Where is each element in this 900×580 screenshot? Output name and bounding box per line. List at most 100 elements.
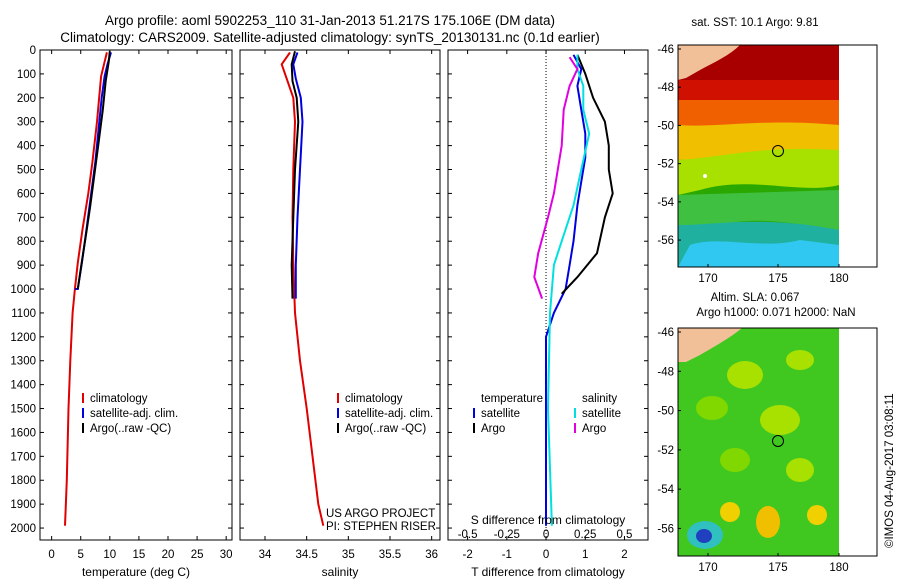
map-y-tick-label: -48 bbox=[657, 82, 674, 94]
x-tick-label: 2 bbox=[621, 549, 627, 561]
map-y-tick-label: -50 bbox=[657, 406, 674, 418]
y-tick-label: 1200 bbox=[10, 332, 36, 344]
x-tick-label-top: 0 bbox=[543, 529, 549, 541]
x-tick-label-top: -0.5 bbox=[458, 529, 478, 541]
temperature-panel bbox=[39, 49, 233, 541]
map-x-tick-label: 175 bbox=[768, 273, 787, 285]
legend-satellite: satellite-adj. clim. bbox=[345, 408, 433, 420]
y-tick-label: 0 bbox=[30, 45, 36, 57]
y-tick-label: 500 bbox=[17, 165, 36, 177]
x-tick-label: -1 bbox=[502, 549, 512, 561]
temperature-legend: climatology satellite-adj. clim. Argo(..… bbox=[82, 393, 178, 435]
map-y-tick-label: -52 bbox=[657, 445, 674, 457]
x-tick-label: 30 bbox=[220, 549, 233, 561]
legend-temperature: temperature bbox=[481, 393, 543, 405]
map-x-tick-label: 170 bbox=[698, 562, 717, 574]
credit-project: US ARGO PROJECT bbox=[326, 508, 435, 520]
map-y-tick-label: -56 bbox=[657, 523, 674, 535]
map-x-tick-label: 180 bbox=[829, 273, 848, 285]
y-tick-label: 1600 bbox=[10, 427, 36, 439]
x-tick-label-top: 0.5 bbox=[616, 529, 632, 541]
y-tick-label: 1900 bbox=[10, 499, 36, 511]
y-tick-label: 600 bbox=[17, 188, 36, 200]
salinity-xlabel: salinity bbox=[322, 565, 359, 579]
map-y-tick-label: -48 bbox=[657, 366, 674, 378]
x-tick-label: 15 bbox=[133, 549, 146, 561]
x-tick-label: 1 bbox=[582, 549, 588, 561]
series-argo bbox=[76, 51, 111, 290]
y-tick-label: 1300 bbox=[10, 356, 36, 368]
map-x-tick-label: 175 bbox=[768, 562, 787, 574]
y-tick-label: 2000 bbox=[10, 523, 36, 535]
difference-xlabel-top: S difference from climatology bbox=[471, 513, 626, 527]
difference-legend: temperature satellite Argo salinity sate… bbox=[473, 393, 621, 435]
map-y-tick-label: -50 bbox=[657, 120, 674, 132]
series-argo bbox=[290, 50, 300, 299]
salinity-legend: climatology satellite-adj. clim. Argo(..… bbox=[337, 393, 433, 435]
sla-map-title2: Argo h1000: 0.071 h2000: NaN bbox=[696, 307, 855, 319]
sla-map: Altim. SLA: 0.067 Argo h1000: 0.071 h200… bbox=[657, 292, 878, 574]
x-tick-label: 10 bbox=[103, 549, 116, 561]
x-tick-label: 35.5 bbox=[379, 549, 401, 561]
y-tick-label: 800 bbox=[17, 236, 36, 248]
chart-title-line2: Climatology: CARS2009. Satellite-adjuste… bbox=[60, 30, 600, 45]
sla-map-title1: Altim. SLA: 0.067 bbox=[711, 292, 800, 304]
legend-argo: Argo(..raw -QC) bbox=[345, 423, 426, 435]
legend-climatology: climatology bbox=[90, 393, 148, 405]
chart-title-line1: Argo profile: aoml 5902253_110 31-Jan-20… bbox=[104, 13, 556, 28]
sst-map: sat. SST: 10.1 Argo: 9.81 -46 -48 -50 -52 -5… bbox=[657, 17, 878, 285]
map-y-tick-label: -52 bbox=[657, 159, 674, 171]
x-tick-label: 5 bbox=[78, 549, 84, 561]
difference-xlabel: T difference from climatology bbox=[471, 565, 625, 579]
x-tick-label-top: 0.25 bbox=[574, 529, 596, 541]
x-tick-label: -2 bbox=[462, 549, 472, 561]
y-tick-label: 400 bbox=[17, 141, 36, 153]
imos-watermark: ©IMOS 04-Aug-2017 03:08:11 bbox=[884, 393, 896, 548]
legend-climatology: climatology bbox=[345, 393, 403, 405]
series-argo bbox=[560, 54, 614, 295]
x-tick-label: 34.5 bbox=[295, 549, 317, 561]
salinity-panel bbox=[239, 49, 441, 541]
map-x-tick-label: 170 bbox=[698, 273, 717, 285]
series-argo_salinity bbox=[533, 56, 579, 299]
x-tick-label-top: -0.25 bbox=[494, 529, 520, 541]
temperature-xlabel: temperature (deg C) bbox=[82, 565, 190, 579]
series-satellite bbox=[545, 54, 587, 526]
y-tick-label: 1800 bbox=[10, 475, 36, 487]
map-y-tick-label: -56 bbox=[657, 235, 674, 247]
x-tick-label: 25 bbox=[191, 549, 204, 561]
y-tick-label: 900 bbox=[17, 260, 36, 272]
y-tick-label: 200 bbox=[17, 93, 36, 105]
series-satellite bbox=[292, 52, 304, 299]
x-tick-label: 36 bbox=[425, 549, 438, 561]
sst-map-title: sat. SST: 10.1 Argo: 9.81 bbox=[691, 17, 818, 29]
legend-argo: Argo(..raw -QC) bbox=[90, 423, 171, 435]
series-climatology bbox=[64, 52, 108, 526]
legend-s-satellite: satellite bbox=[582, 408, 621, 420]
y-tick-label: 1000 bbox=[10, 284, 36, 296]
legend-t-satellite: satellite bbox=[481, 408, 520, 420]
y-tick-label: 100 bbox=[17, 69, 36, 81]
y-tick-label: 1700 bbox=[10, 451, 36, 463]
y-tick-label: 700 bbox=[17, 212, 36, 224]
x-tick-label: 0 bbox=[543, 549, 549, 561]
map-y-tick-label: -54 bbox=[657, 484, 674, 496]
legend-s-argo: Argo bbox=[582, 423, 606, 435]
y-tick-label: 300 bbox=[17, 117, 36, 129]
x-tick-label: 34 bbox=[259, 549, 272, 561]
y-tick-label: 1100 bbox=[11, 308, 36, 320]
y-tick-label: 1500 bbox=[10, 404, 36, 416]
difference-panel bbox=[447, 49, 649, 541]
map-y-tick-label: -46 bbox=[657, 327, 674, 339]
legend-satellite: satellite-adj. clim. bbox=[90, 408, 178, 420]
map-y-tick-label: -46 bbox=[657, 44, 674, 56]
legend-t-argo: Argo bbox=[481, 423, 505, 435]
x-tick-label: 0 bbox=[48, 549, 54, 561]
legend-salinity: salinity bbox=[582, 393, 617, 405]
x-tick-label: 20 bbox=[162, 549, 175, 561]
y-tick-label: 1400 bbox=[10, 380, 36, 392]
credit-pi: PI: STEPHEN RISER bbox=[326, 521, 436, 533]
series-sat_salinity bbox=[546, 54, 591, 526]
x-tick-label: 35 bbox=[342, 549, 355, 561]
